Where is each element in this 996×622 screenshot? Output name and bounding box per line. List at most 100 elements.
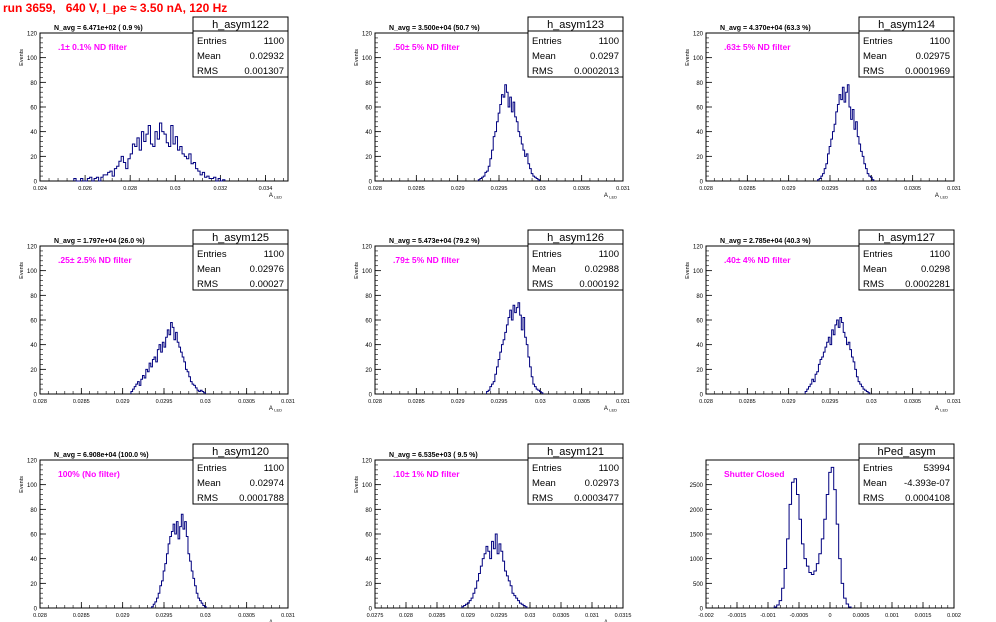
stats-label: Mean — [532, 478, 556, 489]
x-tick-label: 0.03 — [170, 186, 181, 192]
stats-value: 0.0004108 — [905, 493, 950, 504]
stats-box-title: h_asym124 — [878, 19, 935, 31]
x-tick-label: 0 — [828, 613, 831, 619]
page-title: run 3659, 640 V, I_pe ≈ 3.50 nA, 120 Hz — [3, 1, 228, 15]
y-tick-label: 20 — [30, 155, 37, 161]
y-tick-label: 100 — [693, 56, 704, 62]
y-tick-label: 40 — [696, 343, 703, 349]
x-tick-label: 0.029 — [451, 186, 465, 192]
stats-value: 53994 — [924, 463, 950, 474]
x-tick-label: 0.031 — [585, 613, 599, 619]
stats-box — [527, 229, 624, 291]
stats-label: RMS — [532, 66, 553, 77]
stats-value: 0.0002281 — [905, 279, 950, 290]
y-tick-label: 40 — [30, 557, 37, 563]
x-tick-label: 0.0295 — [822, 399, 839, 405]
y-tick-label: 60 — [30, 533, 37, 539]
y-axis-label: Events — [685, 262, 691, 279]
stats-label: RMS — [197, 279, 218, 290]
x-tick-label: 0.0285 — [739, 186, 756, 192]
stats-label: RMS — [863, 66, 884, 77]
y-tick-label: 60 — [696, 106, 703, 112]
x-tick-label: 0.029 — [116, 399, 130, 405]
stats-label: Mean — [863, 51, 887, 62]
x-tick-label: 0.024 — [33, 186, 47, 192]
x-axis-label-subscript: LED — [609, 195, 617, 200]
stats-value: 0.02974 — [250, 478, 284, 489]
histogram-bars — [773, 466, 852, 608]
histogram-panel: 0 20 40 60 80 100 120 0.028 0.0285 0.029 0.0295 0.0… — [19, 229, 295, 413]
x-tick-label: 0.0285 — [408, 186, 425, 192]
x-tick-label: 0.028 — [123, 186, 137, 192]
x-tick-label: 0.028 — [699, 399, 713, 405]
y-tick-label: 100 — [362, 56, 373, 62]
y-tick-label: 60 — [696, 319, 703, 325]
histogram-panel: 0 20 40 60 80 100 120 0.028 0.0285 0.029 0.0295 0.0… — [354, 16, 630, 200]
stats-value: 1100 — [264, 36, 284, 47]
y-tick-label: 500 — [693, 582, 704, 588]
histogram-bars — [130, 321, 206, 394]
stats-box-title: h_asym126 — [547, 232, 604, 244]
y-axis-label: Events — [354, 49, 360, 66]
x-axis-label: A LED — [269, 406, 282, 413]
x-tick-label: 0.031 — [616, 186, 630, 192]
x-tick-label: 0.0305 — [573, 186, 590, 192]
stats-label: RMS — [197, 66, 218, 77]
stats-box-title: h_asym123 — [547, 19, 604, 31]
x-tick-label: 0.029 — [782, 186, 796, 192]
x-tick-label: 0.028 — [368, 186, 382, 192]
stats-label: Entries — [863, 36, 893, 47]
x-tick-label: 0.03 — [200, 613, 211, 619]
y-tick-label: 20 — [696, 368, 703, 374]
x-tick-label: 0.03 — [866, 399, 877, 405]
stats-label: RMS — [532, 279, 553, 290]
stats-label: Mean — [532, 51, 556, 62]
y-tick-label: 80 — [365, 294, 372, 300]
y-tick-label: 120 — [362, 459, 373, 465]
x-tick-label: 0.028 — [399, 613, 413, 619]
y-tick-label: 0 — [369, 607, 373, 613]
stats-label: Mean — [532, 264, 556, 275]
y-tick-label: 0 — [700, 180, 704, 186]
panel-title: N_avg = 2.785e+04 (40.3 %) — [720, 238, 811, 245]
x-tick-label: -0.001 — [760, 613, 776, 619]
x-tick-label: 0.031 — [616, 399, 630, 405]
panel-title: N_avg = 6.471e+02 ( 0.9 %) — [54, 25, 143, 32]
stats-box-title: h_asym127 — [878, 232, 935, 244]
x-tick-label: 0.0305 — [238, 613, 255, 619]
x-tick-label: 0.0305 — [573, 399, 590, 405]
x-tick-label: 0.0305 — [904, 186, 921, 192]
x-tick-label: 0.03 — [525, 613, 536, 619]
x-axis-label: A LED — [604, 406, 617, 413]
panel-title: N_avg = 6.908e+04 (100.0 %) — [54, 452, 149, 459]
panel-title: N_avg = 3.500e+04 (50.7 %) — [389, 25, 480, 32]
stats-label: Mean — [197, 264, 221, 275]
x-tick-label: 0.03 — [200, 399, 211, 405]
filter-annotation: .1± 0.1% ND filter — [58, 42, 128, 52]
y-tick-label: 100 — [693, 269, 704, 275]
x-tick-label: 0.03 — [535, 399, 546, 405]
y-tick-label: 2000 — [690, 508, 704, 514]
stats-label: Entries — [197, 249, 227, 260]
histogram-panel: 0 20 40 60 80 100 120 0.024 0.026 0.028 0.03 0.032 0… — [19, 16, 289, 200]
y-tick-label: 20 — [365, 582, 372, 588]
x-tick-label: 0.0285 — [408, 399, 425, 405]
x-tick-label: 0.002 — [947, 613, 961, 619]
y-tick-label: 80 — [30, 508, 37, 514]
stats-box-title: h_asym125 — [212, 232, 269, 244]
stats-value: 1100 — [599, 463, 619, 474]
y-tick-label: 100 — [362, 483, 373, 489]
y-tick-label: 40 — [30, 130, 37, 136]
y-tick-label: 2500 — [690, 483, 704, 489]
x-tick-label: 0.031 — [947, 399, 961, 405]
y-tick-label: 60 — [365, 533, 372, 539]
stats-value: 0.0001788 — [239, 493, 284, 504]
histogram-panel: 0 20 40 60 80 100 120 0.028 0.0285 0.029 0.0295 0.0… — [354, 229, 630, 413]
stats-value: 0.0298 — [921, 264, 950, 275]
histogram-bars — [461, 533, 528, 608]
x-tick-label: 0.028 — [368, 399, 382, 405]
stats-box — [192, 229, 289, 291]
y-tick-label: 100 — [27, 56, 38, 62]
histogram-bars — [151, 513, 207, 608]
x-tick-label: 0.0005 — [853, 613, 870, 619]
